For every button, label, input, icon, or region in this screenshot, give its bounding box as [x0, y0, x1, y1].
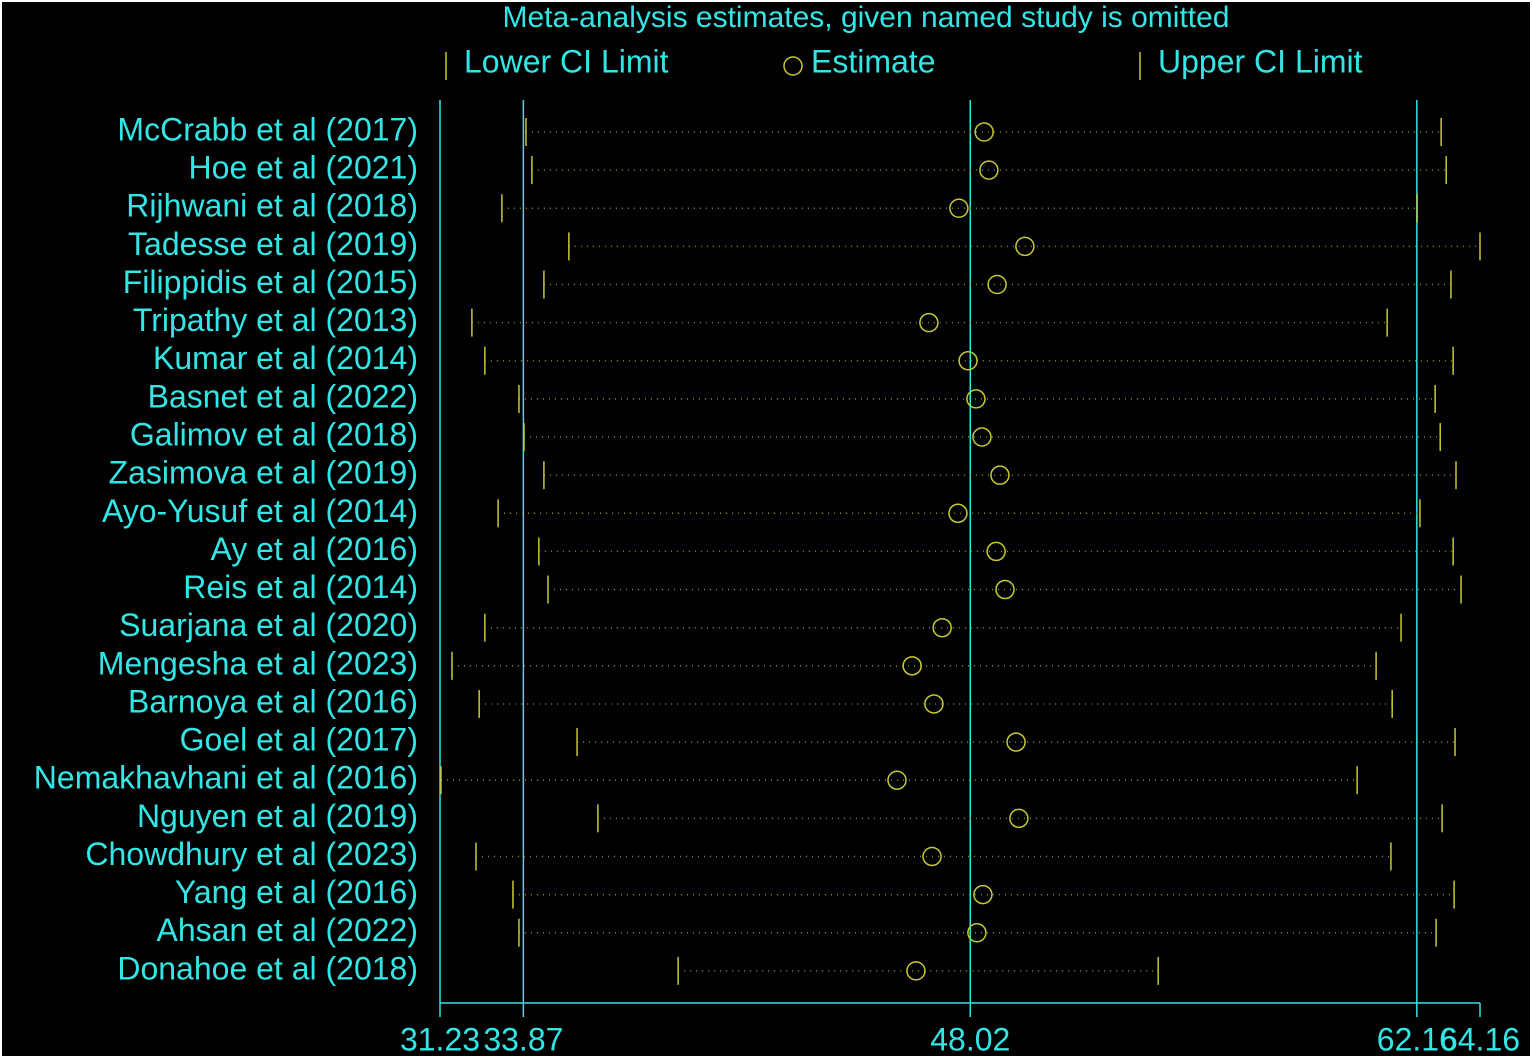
y-tick-label: Galimov et al (2018) — [130, 416, 418, 452]
y-tick-label: Nguyen et al (2019) — [137, 798, 418, 834]
estimate — [906, 961, 926, 981]
estimate — [967, 922, 987, 943]
estimate — [1009, 808, 1029, 829]
y-tick-label: Rijhwani et al (2018) — [126, 188, 418, 224]
y-tick-label: Donahoe et al (2018) — [117, 950, 418, 986]
x-tick-label: 62.16 — [1377, 1021, 1457, 1057]
y-tick-label: Ay et al (2016) — [210, 531, 418, 567]
y-tick-label: Nemakhavhani et al (2016) — [34, 760, 418, 796]
estimate — [987, 274, 1007, 295]
y-tick-label: Tripathy et al (2013) — [133, 302, 418, 338]
estimate — [995, 579, 1015, 600]
estimate — [1015, 236, 1035, 257]
y-tick-label: Tadesse et al (2019) — [128, 226, 418, 262]
estimate — [974, 122, 994, 142]
y-tick-label: Chowdhury et al (2023) — [85, 836, 418, 872]
legend-label: Upper CI Limit — [1158, 43, 1363, 79]
y-tick-label: Mengesha et al (2023) — [98, 645, 418, 681]
y-tick-label: Barnoya et al (2016) — [128, 683, 418, 719]
estimate — [887, 770, 907, 790]
y-tick-label: Goel et al (2017) — [180, 722, 418, 758]
estimate — [932, 617, 952, 638]
estimate — [973, 884, 993, 905]
y-tick-label: McCrabb et al (2017) — [117, 111, 418, 147]
estimate — [902, 656, 922, 676]
chart-title: Meta-analysis estimates, given named stu… — [503, 1, 1230, 34]
estimate — [1006, 732, 1026, 752]
estimate — [972, 427, 992, 447]
estimate — [948, 503, 968, 524]
estimate — [979, 160, 999, 180]
legend-label: Lower CI Limit — [464, 43, 669, 79]
x-tick-label: 31.23 — [400, 1021, 480, 1057]
y-tick-label: Yang et al (2016) — [175, 874, 418, 910]
estimate — [986, 541, 1006, 562]
y-tick-label: Zasimova et al (2019) — [109, 455, 418, 491]
y-tick-label: Kumar et al (2014) — [153, 340, 418, 376]
x-tick-label: 48.02 — [930, 1021, 1010, 1057]
x-tick-label: 64.16 — [1440, 1021, 1520, 1057]
estimate — [958, 351, 978, 371]
y-tick-label: Reis et al (2014) — [183, 569, 418, 605]
estimate — [919, 312, 939, 333]
estimate — [924, 694, 944, 714]
estimate — [949, 198, 969, 219]
y-tick-label: Ahsan et al (2022) — [157, 912, 419, 948]
y-tick-label: Basnet et al (2022) — [148, 378, 418, 414]
y-tick-label: Filippidis et al (2015) — [123, 264, 418, 300]
y-tick-label: Hoe et al (2021) — [189, 150, 418, 186]
legend-label: Estimate — [811, 43, 935, 79]
y-tick-label: Ayo-Yusuf et al (2014) — [102, 493, 418, 529]
estimate — [922, 846, 942, 867]
x-tick-label: 33.87 — [483, 1021, 563, 1057]
y-tick-label: Suarjana et al (2020) — [119, 607, 418, 643]
estimate — [966, 389, 986, 409]
legend-symbol — [783, 56, 803, 76]
estimate — [990, 465, 1010, 485]
